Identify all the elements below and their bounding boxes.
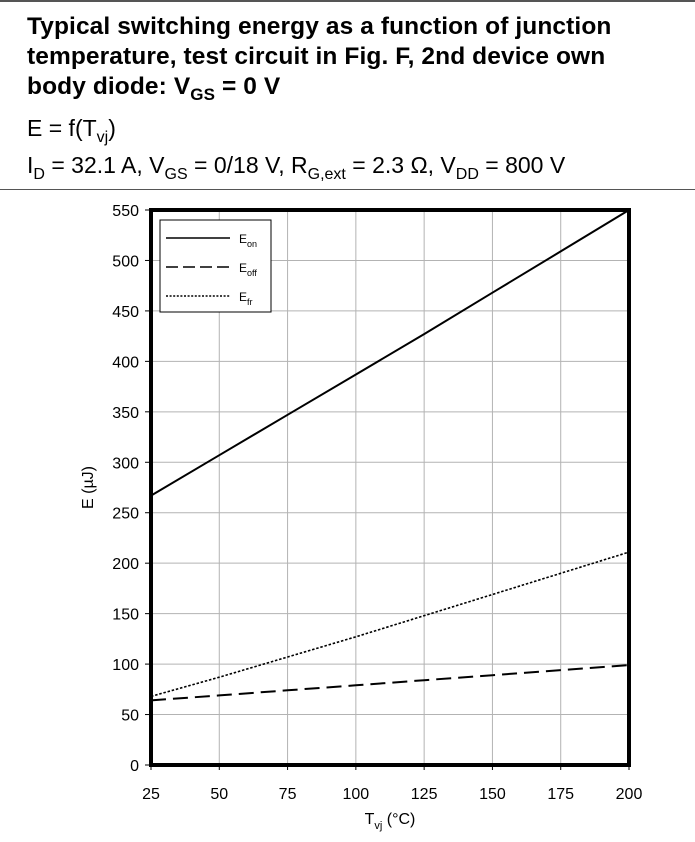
grid: [150, 209, 630, 766]
cond-id: I: [27, 152, 34, 178]
legend-label-off: Eoff: [239, 261, 257, 278]
cond-vgs-sub: GS: [164, 166, 188, 183]
series-group: [150, 209, 630, 702]
legend-label-fr: Efr: [239, 290, 253, 307]
cond-id-sub: D: [33, 166, 45, 183]
title-line-3-sub: GS: [190, 85, 216, 104]
cond-vdd-val: = 800 V: [478, 152, 566, 178]
y-tick-label: 400: [112, 354, 139, 371]
x-tick-label: 175: [547, 786, 574, 803]
test-conditions: ID = 32.1 A, VGS = 0/18 V, RG,ext = 2.3 …: [27, 150, 565, 184]
y-tick-label: 550: [112, 203, 139, 220]
y-tick-label: 100: [112, 657, 139, 674]
y-tick-label: 300: [112, 455, 139, 472]
title-line-2: temperature, test circuit in Fig. F, 2nd…: [27, 43, 606, 70]
legend-label-on: Eon: [239, 232, 257, 249]
y-tick-label: 450: [112, 304, 139, 321]
x-tick-label: 25: [142, 786, 160, 803]
y-tick-label: 0: [130, 758, 139, 775]
chart-header: Typical switching energy as a function o…: [0, 0, 695, 190]
formula-post: ): [108, 115, 116, 141]
series-line-fr: [150, 551, 630, 698]
x-tick-label: 150: [479, 786, 506, 803]
series-line-off: [150, 664, 630, 702]
title-line-3-pre: body diode: V: [27, 73, 191, 100]
y-tick-label: 250: [112, 506, 139, 523]
formula-pre: E = f(T: [27, 115, 97, 141]
chart-formula: E = f(Tvj): [27, 113, 116, 147]
x-tick-label: 200: [616, 786, 643, 803]
cond-rg-sub: G,ext: [307, 166, 346, 183]
plot-frame: [149, 208, 631, 767]
y-tick-label: 150: [112, 607, 139, 624]
y-tick-label: 350: [112, 405, 139, 422]
y-tick-label: 500: [112, 253, 139, 270]
cond-vgs-val: = 0/18 V, R: [187, 152, 308, 178]
formula-sub: vj: [96, 129, 109, 146]
series-line-on: [150, 209, 630, 497]
cond-vdd-sub: DD: [455, 166, 479, 183]
cond-rg-val: = 2.3 Ω, V: [345, 152, 456, 178]
legend: Eon Eoff Efr: [159, 219, 272, 313]
x-axis-label: Tvj (°C): [365, 811, 416, 832]
x-tick-label: 75: [279, 786, 297, 803]
tick-labels: 25 50 75 100 125 150 175 200 0 50 100 150 200 250 300 3…: [112, 203, 642, 803]
x-tick-label: 125: [411, 786, 438, 803]
top-rule: [0, 0, 695, 2]
cond-id-val: = 32.1 A, V: [44, 152, 165, 178]
legend-box: [159, 219, 272, 313]
bottom-rule: [0, 189, 695, 190]
chart-title: Typical switching energy as a function o…: [27, 12, 677, 104]
y-tick-label: 50: [121, 708, 139, 725]
title-line-3-post: = 0 V: [215, 73, 281, 100]
title-line-1: Typical switching energy as a function o…: [27, 13, 612, 40]
y-axis-label: E (µJ): [80, 466, 97, 509]
title-line-3: body diode: VGS = 0 V: [27, 72, 677, 104]
x-tick-label: 100: [343, 786, 370, 803]
y-tick-label: 200: [112, 556, 139, 573]
x-tick-label: 50: [210, 786, 228, 803]
